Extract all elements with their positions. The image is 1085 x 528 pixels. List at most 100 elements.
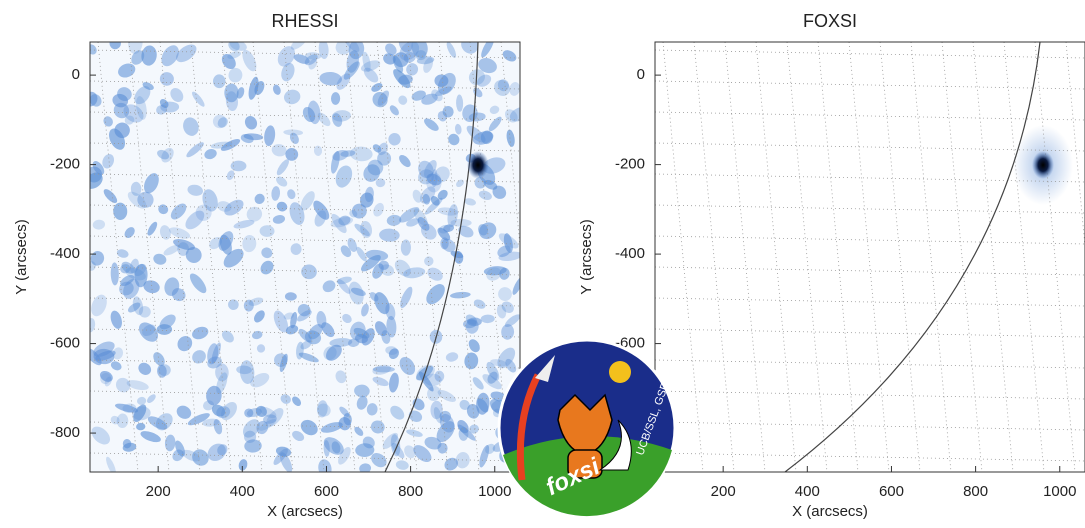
noise-blob: [110, 262, 119, 286]
noise-blob: [466, 403, 480, 419]
noise-blob: [289, 132, 299, 144]
noise-blob: [308, 58, 318, 70]
noise-blob: [254, 193, 265, 205]
noise-blob: [374, 321, 388, 337]
chart-title: RHESSI: [271, 11, 338, 31]
noise-blob: [379, 228, 400, 242]
noise-blob: [221, 53, 236, 70]
noise-blob: [504, 314, 520, 328]
noise-blob: [494, 79, 510, 96]
noise-blob: [279, 353, 288, 372]
x-tick-label: 600: [879, 483, 904, 500]
noise-blob: [224, 83, 239, 103]
noise-blob: [426, 173, 442, 186]
noise-blob: [388, 348, 399, 360]
noise-blob: [275, 446, 292, 457]
noise-blob: [498, 251, 520, 262]
solar-limb: [384, 42, 479, 472]
noise-blob: [465, 314, 478, 325]
noise-blob: [242, 235, 257, 253]
noise-blob: [351, 203, 367, 219]
y-tick-label: -400: [615, 245, 645, 262]
noise-blob: [159, 99, 169, 109]
noise-blob: [113, 202, 128, 221]
noise-blob: [203, 400, 215, 411]
noise-blob: [323, 346, 337, 361]
noise-blob: [212, 74, 226, 89]
noise-blob: [256, 344, 266, 353]
noise-blob: [497, 245, 511, 258]
noise-blob: [371, 83, 383, 92]
noise-blob: [403, 52, 416, 63]
noise-blob: [300, 191, 315, 211]
noise-blob: [343, 61, 360, 80]
noise-blob: [142, 82, 154, 90]
noise-blob: [406, 63, 419, 76]
noise-blob: [461, 42, 478, 54]
noise-blob: [116, 413, 129, 429]
noise-blob: [210, 141, 233, 149]
noise-blob: [124, 115, 135, 125]
noise-blob: [254, 310, 265, 323]
noise-blob: [218, 231, 234, 251]
noise-blob: [123, 278, 140, 299]
noise-blob: [458, 225, 474, 238]
foxsi-image: [655, 42, 1085, 472]
noise-blob: [386, 315, 397, 338]
noise-blob: [502, 50, 517, 62]
noise-blob: [290, 243, 302, 255]
noise-blob: [104, 376, 112, 387]
noise-blob: [236, 365, 252, 375]
noise-blob: [492, 185, 507, 199]
noise-blob: [420, 223, 437, 240]
noise-blob: [147, 221, 158, 236]
noise-blob: [276, 201, 288, 212]
noise-blob: [238, 459, 248, 471]
noise-blob: [172, 449, 184, 462]
noise-blob: [434, 74, 449, 87]
noise-blob: [332, 110, 351, 122]
noise-blob: [93, 341, 115, 357]
noise-blob: [349, 209, 358, 218]
noise-blob: [476, 74, 492, 87]
noise-blob: [217, 444, 228, 456]
noise-blob: [99, 370, 113, 382]
noise-blob: [161, 45, 179, 67]
noise-blob: [332, 150, 349, 161]
noise-blob: [335, 370, 347, 384]
noise-blob: [261, 247, 273, 259]
noise-blob: [140, 431, 161, 443]
noise-blob: [227, 51, 241, 59]
noise-blob: [337, 279, 351, 294]
noise-blob: [392, 55, 404, 73]
noise-blob: [304, 330, 322, 345]
noise-blob: [386, 214, 402, 226]
noise-blob: [371, 453, 387, 468]
noise-blob: [207, 443, 226, 462]
noise-blob: [159, 314, 176, 330]
noise-blob: [478, 224, 489, 236]
noise-blob: [129, 258, 139, 274]
noise-blob: [177, 242, 190, 256]
noise-blob: [248, 297, 264, 306]
noise-blob: [131, 50, 145, 65]
noise-blob: [293, 54, 310, 64]
noise-blob: [103, 189, 118, 204]
noise-blob: [394, 259, 411, 277]
noise-blob: [424, 160, 437, 178]
y-tick-label: -600: [50, 335, 80, 352]
noise-blob: [442, 105, 454, 118]
noise-blob: [132, 406, 151, 421]
noise-blob: [217, 117, 228, 128]
noise-blob: [281, 62, 295, 82]
noise-blob: [382, 432, 399, 449]
noise-blob: [274, 353, 288, 367]
noise-blob: [340, 245, 352, 258]
noise-blob: [370, 420, 385, 434]
noise-blob: [103, 116, 113, 127]
noise-blob: [465, 319, 479, 334]
noise-blob: [112, 347, 124, 360]
noise-blob: [464, 352, 479, 370]
noise-blob: [317, 112, 331, 127]
